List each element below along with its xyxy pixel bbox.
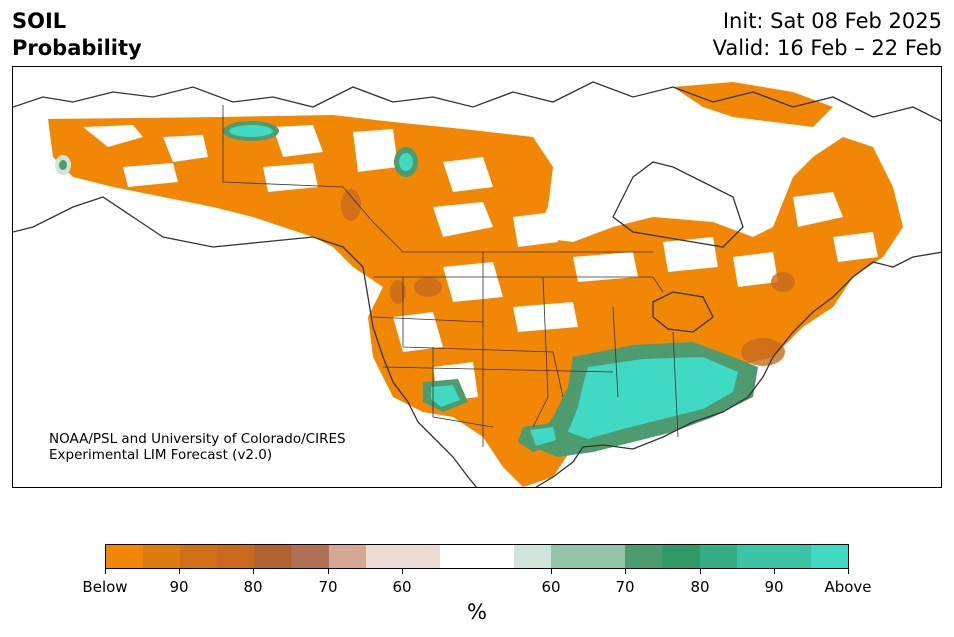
colorbar-bin bbox=[217, 545, 255, 568]
probability-map bbox=[13, 81, 941, 487]
tick-label: 90 bbox=[764, 578, 784, 596]
tick-mark bbox=[848, 569, 849, 574]
colorbar-bin bbox=[143, 545, 181, 568]
colorbar-bin bbox=[439, 545, 515, 568]
credit-line-1: NOAA/PSL and University of Colorado/CIRE… bbox=[49, 431, 346, 447]
colorbar-bin bbox=[365, 545, 440, 568]
valid-range: Valid: 16 Feb – 22 Feb bbox=[712, 36, 942, 60]
colorbar-bin bbox=[662, 545, 700, 568]
colorbar-bin bbox=[254, 545, 292, 568]
tick-label: 80 bbox=[690, 578, 710, 596]
tick-label: 60 bbox=[541, 578, 561, 596]
above-normal-field bbox=[55, 121, 758, 457]
tick-mark bbox=[625, 569, 626, 574]
colorbar-bin bbox=[551, 545, 626, 568]
tick-mark bbox=[551, 569, 552, 574]
below-normal-field bbox=[48, 82, 903, 487]
neutral-field bbox=[83, 125, 878, 402]
colorbar-bin bbox=[699, 545, 737, 568]
colorbar-bin bbox=[328, 545, 366, 568]
tick-label: 70 bbox=[318, 578, 338, 596]
tick-label-below: Below bbox=[82, 578, 128, 596]
map-panel bbox=[12, 66, 942, 488]
tick-label: 90 bbox=[169, 578, 189, 596]
credit-text: NOAA/PSL and University of Colorado/CIRE… bbox=[49, 431, 346, 463]
colorbar-bin bbox=[291, 545, 329, 568]
tick-label: 60 bbox=[392, 578, 412, 596]
below-transition bbox=[341, 189, 795, 366]
init-date: Init: Sat 08 Feb 2025 bbox=[722, 9, 942, 33]
colorbar-bin bbox=[625, 545, 663, 568]
tick-mark bbox=[105, 569, 106, 574]
tick-label-above: Above bbox=[824, 578, 872, 596]
tick-mark bbox=[253, 569, 254, 574]
variable-name: SOIL bbox=[12, 9, 67, 33]
tick-label: 80 bbox=[243, 578, 263, 596]
political-borders bbox=[222, 105, 679, 447]
tick-mark bbox=[328, 569, 329, 574]
colorbar-bin bbox=[514, 545, 552, 568]
tick-mark bbox=[774, 569, 775, 574]
forecast-dates: Init: Sat 08 Feb 2025 Valid: 16 Feb – 22… bbox=[713, 8, 942, 62]
colorbar-bin bbox=[736, 545, 811, 568]
tick-mark bbox=[402, 569, 403, 574]
tick-mark bbox=[700, 569, 701, 574]
tick-label: 70 bbox=[615, 578, 635, 596]
colorbar-bin bbox=[810, 545, 848, 568]
colorbar bbox=[105, 544, 849, 569]
colorbar-bin bbox=[180, 545, 218, 568]
tick-mark bbox=[179, 569, 180, 574]
coastlines bbox=[13, 81, 941, 487]
colorbar-bin bbox=[106, 545, 144, 568]
credit-line-2: Experimental LIM Forecast (v2.0) bbox=[49, 447, 273, 463]
colorbar-unit: % bbox=[467, 600, 487, 624]
product-type: Probability bbox=[12, 36, 142, 60]
map-title: SOIL Probability bbox=[12, 8, 142, 62]
